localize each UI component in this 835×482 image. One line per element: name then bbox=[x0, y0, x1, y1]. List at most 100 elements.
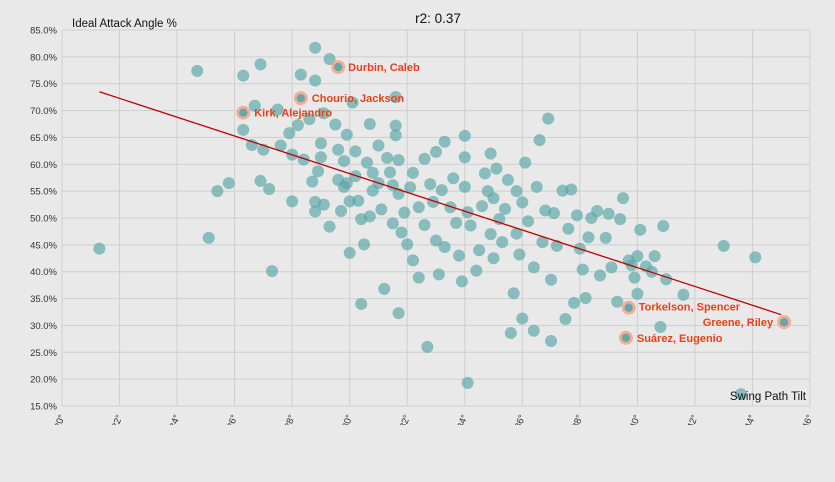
data-point bbox=[484, 147, 497, 160]
data-point bbox=[317, 107, 330, 120]
highlight-layer: Durbin, Caleb Chourio, Jackson Kirk, Aleja… bbox=[236, 60, 792, 345]
data-point bbox=[314, 137, 327, 150]
data-point bbox=[634, 223, 647, 236]
x-tick-label: 24° bbox=[168, 413, 183, 425]
data-point bbox=[329, 118, 342, 131]
data-point bbox=[545, 335, 558, 348]
data-point bbox=[478, 167, 491, 180]
data-point bbox=[547, 207, 560, 220]
tick-label-layer: 20° 22° 24° 26° 28° 30° 32° 34° 36° 38° 40° 42° 44° 4… bbox=[30, 26, 816, 426]
data-point bbox=[392, 307, 405, 320]
data-point bbox=[611, 295, 624, 308]
data-point bbox=[438, 241, 451, 254]
data-point bbox=[591, 205, 604, 218]
y-tick-label: 65.0% bbox=[30, 133, 57, 144]
data-point bbox=[559, 312, 572, 325]
data-point bbox=[343, 195, 356, 208]
data-point bbox=[570, 209, 583, 222]
data-point bbox=[381, 151, 394, 164]
data-point bbox=[266, 265, 279, 278]
data-point bbox=[749, 251, 762, 264]
highlighted-point-core bbox=[239, 108, 248, 117]
data-point bbox=[263, 182, 276, 195]
data-point bbox=[617, 192, 629, 205]
data-point bbox=[314, 151, 327, 164]
data-point bbox=[648, 250, 661, 263]
x-tick-label: 22° bbox=[110, 413, 125, 425]
y-tick-label: 25.0% bbox=[30, 348, 57, 359]
highlighted-point-core bbox=[333, 62, 343, 72]
data-point bbox=[453, 249, 466, 262]
x-tick-label: 38° bbox=[570, 413, 585, 425]
data-point bbox=[536, 236, 549, 249]
data-point bbox=[677, 288, 690, 301]
data-point bbox=[317, 198, 330, 211]
data-point bbox=[271, 103, 284, 116]
data-point bbox=[323, 53, 336, 66]
data-point bbox=[378, 282, 391, 295]
data-point bbox=[412, 201, 425, 214]
point-label: Kirk, Alejandro bbox=[254, 108, 332, 120]
data-point bbox=[568, 296, 581, 309]
y-tick-label: 80.0% bbox=[30, 52, 57, 63]
data-point bbox=[395, 226, 408, 239]
data-point bbox=[510, 185, 523, 198]
data-point bbox=[191, 64, 204, 77]
data-point bbox=[507, 287, 520, 300]
data-point bbox=[438, 135, 451, 148]
point-label: Durbin, Caleb bbox=[348, 62, 420, 74]
point-label: Suárez, Eugenio bbox=[637, 333, 723, 345]
data-point bbox=[717, 239, 730, 252]
data-point bbox=[458, 151, 471, 164]
data-point bbox=[222, 177, 235, 190]
y-tick-label: 85.0% bbox=[30, 26, 57, 37]
data-point bbox=[430, 234, 442, 247]
point-label: Greene, Riley bbox=[703, 317, 774, 329]
data-point bbox=[602, 207, 615, 220]
scatter-chart: 20° 22° 24° 26° 28° 30° 32° 34° 36° 38° 40° 42° 44° 4… bbox=[30, 11, 816, 426]
data-point bbox=[358, 238, 371, 251]
point-label: Chourio, Jackson bbox=[312, 93, 405, 105]
data-point bbox=[424, 178, 437, 191]
x-tick-label: 34° bbox=[455, 413, 470, 425]
highlighted-point-core bbox=[296, 94, 305, 103]
y-tick-label: 45.0% bbox=[30, 240, 57, 251]
data-point bbox=[734, 388, 747, 401]
highlighted-point-core bbox=[621, 333, 631, 342]
x-tick-label: 42° bbox=[685, 413, 700, 425]
y-axis-title: Ideal Attack Angle % bbox=[72, 18, 177, 30]
x-tick-label: 32° bbox=[398, 413, 413, 425]
data-point bbox=[516, 312, 529, 325]
chart-title: r2: 0.37 bbox=[415, 11, 461, 26]
trend-layer bbox=[99, 91, 782, 316]
data-point bbox=[335, 205, 348, 218]
data-point bbox=[447, 172, 460, 185]
y-tick-label: 15.0% bbox=[30, 402, 57, 413]
data-point bbox=[499, 202, 512, 215]
x-tick-label: 20° bbox=[53, 413, 68, 425]
data-point bbox=[496, 236, 509, 249]
data-point bbox=[501, 173, 514, 186]
data-point bbox=[303, 113, 316, 126]
data-point bbox=[473, 244, 486, 257]
data-point bbox=[237, 69, 250, 82]
x-tick-label: 36° bbox=[513, 413, 528, 425]
x-axis-title: Swing Path Tilt bbox=[730, 391, 807, 403]
data-point bbox=[614, 213, 627, 226]
x-tick-label: 44° bbox=[743, 413, 758, 425]
y-tick-label: 40.0% bbox=[30, 267, 57, 278]
data-point bbox=[476, 200, 489, 213]
data-point bbox=[360, 156, 373, 169]
data-point bbox=[346, 96, 359, 109]
y-tick-label: 70.0% bbox=[30, 106, 57, 117]
point-label: Torkelson, Spencer bbox=[639, 302, 741, 314]
data-point bbox=[522, 215, 535, 228]
data-point bbox=[93, 242, 106, 255]
data-point bbox=[545, 273, 558, 286]
data-point bbox=[430, 145, 442, 158]
data-point bbox=[283, 127, 296, 140]
x-tick-label: 30° bbox=[340, 413, 355, 425]
data-point bbox=[444, 201, 457, 214]
data-point bbox=[427, 195, 440, 208]
data-point bbox=[383, 166, 396, 179]
